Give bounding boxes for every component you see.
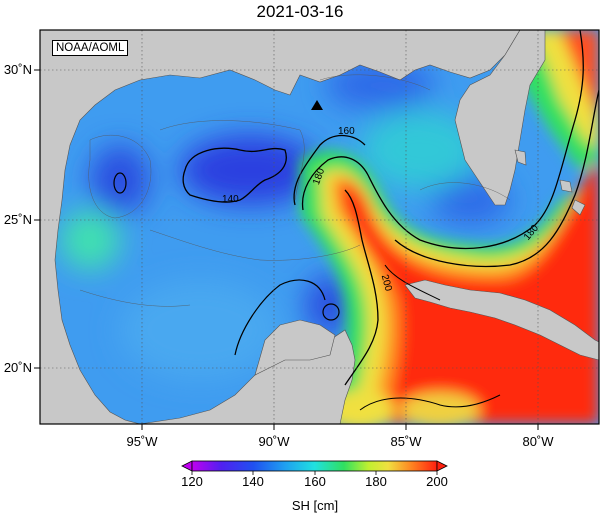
triangle-icon xyxy=(311,100,323,110)
colorbar-tick-label: 200 xyxy=(426,474,448,489)
map-frame xyxy=(39,29,600,425)
map-title: 2021-03-16 xyxy=(256,2,344,21)
y-tick-label: 30˚N xyxy=(4,62,32,77)
land-masses xyxy=(40,30,599,424)
colorbar-tick-label: 160 xyxy=(304,474,326,489)
contour-label: 140 xyxy=(222,194,239,205)
x-tick-label: 85˚W xyxy=(390,434,422,449)
sea-height-field xyxy=(40,30,599,424)
contour-label: 160 xyxy=(338,126,355,137)
colorbar: 120 140 160 180 200 SH [cm] xyxy=(181,460,448,513)
minor-contours xyxy=(79,74,511,307)
x-tick-label: 95˚W xyxy=(126,434,158,449)
x-tick-label: 80˚W xyxy=(522,434,554,449)
contour-lines xyxy=(113,30,599,411)
colorbar-title: SH [cm] xyxy=(292,498,338,513)
x-tick-label: 90˚W xyxy=(258,434,290,449)
colorbar-tick-label: 140 xyxy=(242,474,264,489)
contour-label: 200 xyxy=(379,273,394,292)
credit-label: NOAA/AOML xyxy=(52,40,129,56)
axis-ticks xyxy=(34,69,539,430)
colorbar-tick-label: 180 xyxy=(365,474,387,489)
graticule xyxy=(40,30,599,424)
y-tick-label: 25˚N xyxy=(4,212,32,227)
y-tick-label: 20˚N xyxy=(4,360,32,375)
colorbar-tick-label: 120 xyxy=(181,474,203,489)
